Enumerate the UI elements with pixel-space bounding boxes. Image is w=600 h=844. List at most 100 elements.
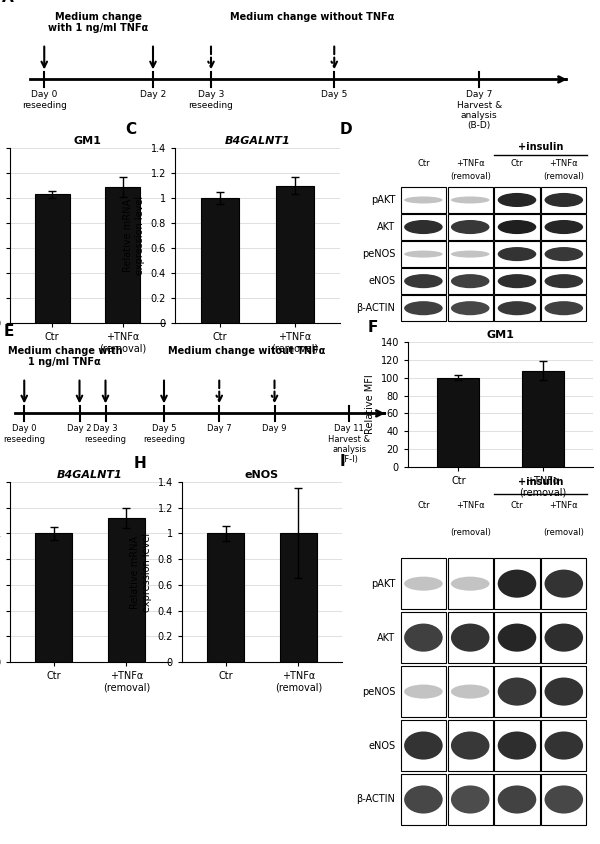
Bar <box>401 774 446 825</box>
Text: (removal): (removal) <box>450 172 491 181</box>
Ellipse shape <box>451 732 490 760</box>
Text: AKT: AKT <box>377 222 395 232</box>
Bar <box>401 558 446 609</box>
Text: Ctr: Ctr <box>417 159 430 168</box>
Bar <box>208 533 244 662</box>
Ellipse shape <box>498 678 536 706</box>
Ellipse shape <box>451 251 490 257</box>
Bar <box>541 558 586 609</box>
Text: (removal): (removal) <box>450 528 491 537</box>
Text: β-ACTIN: β-ACTIN <box>356 303 395 313</box>
Ellipse shape <box>451 220 490 234</box>
Text: Day 3
reseeding: Day 3 reseeding <box>188 90 233 110</box>
Ellipse shape <box>498 570 536 598</box>
Bar <box>108 518 145 662</box>
Bar <box>541 187 586 213</box>
Ellipse shape <box>545 786 583 814</box>
Y-axis label: Relative mRNA
expression level: Relative mRNA expression level <box>124 196 145 275</box>
Text: +insulin: +insulin <box>518 477 563 487</box>
Text: +TNFα: +TNFα <box>550 159 578 168</box>
Bar <box>541 295 586 321</box>
Bar <box>494 268 539 294</box>
Ellipse shape <box>404 576 443 591</box>
Text: eNOS: eNOS <box>368 276 395 286</box>
Text: H: H <box>134 457 147 471</box>
Ellipse shape <box>545 301 583 316</box>
Bar <box>280 533 317 662</box>
Ellipse shape <box>545 193 583 207</box>
Bar <box>448 268 493 294</box>
Bar <box>541 214 586 240</box>
Ellipse shape <box>498 786 536 814</box>
Bar <box>401 295 446 321</box>
Ellipse shape <box>545 624 583 652</box>
Ellipse shape <box>451 786 490 814</box>
Title: B4GALNT1: B4GALNT1 <box>224 136 290 146</box>
Bar <box>401 214 446 240</box>
Title: GM1: GM1 <box>74 136 101 146</box>
Text: Day 0
reseeding: Day 0 reseeding <box>22 90 67 110</box>
Bar <box>401 666 446 717</box>
Bar <box>541 666 586 717</box>
Ellipse shape <box>498 301 536 316</box>
Ellipse shape <box>451 684 490 699</box>
Ellipse shape <box>451 576 490 591</box>
Bar <box>494 295 539 321</box>
Text: Medium change witout TNFα: Medium change witout TNFα <box>168 345 326 355</box>
Title: eNOS: eNOS <box>245 470 279 480</box>
Bar <box>494 187 539 213</box>
Ellipse shape <box>451 197 490 203</box>
Ellipse shape <box>404 220 443 234</box>
Bar <box>35 194 70 323</box>
Bar <box>401 241 446 267</box>
Text: A: A <box>2 0 14 6</box>
Bar <box>494 612 539 663</box>
Text: Day 9: Day 9 <box>262 425 287 433</box>
Bar <box>541 720 586 771</box>
Ellipse shape <box>545 732 583 760</box>
Ellipse shape <box>545 274 583 288</box>
Ellipse shape <box>451 301 490 316</box>
Text: (removal): (removal) <box>544 172 584 181</box>
Text: Day 0
reseeding: Day 0 reseeding <box>3 425 45 444</box>
Bar <box>448 241 493 267</box>
Text: Ctr: Ctr <box>511 159 523 168</box>
Text: Ctr: Ctr <box>417 501 430 511</box>
Text: eNOS: eNOS <box>368 740 395 750</box>
Text: Day 3
reseeding: Day 3 reseeding <box>85 425 127 444</box>
Bar <box>541 774 586 825</box>
Text: Medium change
with 1 ng/ml TNFα: Medium change with 1 ng/ml TNFα <box>49 12 149 33</box>
Bar <box>494 666 539 717</box>
Text: +TNFα: +TNFα <box>550 501 578 511</box>
Ellipse shape <box>404 274 443 288</box>
Text: Day 7
Harvest &
analysis
(B-D): Day 7 Harvest & analysis (B-D) <box>457 90 502 130</box>
Text: E: E <box>4 324 14 339</box>
Text: Day 2: Day 2 <box>140 90 166 99</box>
Ellipse shape <box>451 274 490 288</box>
Bar <box>437 378 479 467</box>
Bar <box>541 612 586 663</box>
Bar <box>448 666 493 717</box>
Text: +TNFα: +TNFα <box>456 159 485 168</box>
Text: Day 2: Day 2 <box>67 425 92 433</box>
Bar <box>448 774 493 825</box>
Text: Day 5
reseeding: Day 5 reseeding <box>143 425 185 444</box>
Text: Day 7: Day 7 <box>207 425 232 433</box>
Ellipse shape <box>404 732 443 760</box>
Bar <box>448 214 493 240</box>
Bar <box>201 198 239 323</box>
Text: F: F <box>367 320 377 334</box>
Bar <box>401 720 446 771</box>
Title: B4GALNT1: B4GALNT1 <box>57 470 123 480</box>
Ellipse shape <box>498 732 536 760</box>
Bar <box>494 241 539 267</box>
Y-axis label: Relative MFI: Relative MFI <box>365 375 375 435</box>
Bar <box>401 268 446 294</box>
Ellipse shape <box>498 247 536 261</box>
Ellipse shape <box>545 678 583 706</box>
Bar <box>105 187 140 323</box>
Text: Medium change with
1 ng/ml TNFα: Medium change with 1 ng/ml TNFα <box>8 345 122 367</box>
Text: I: I <box>340 454 346 469</box>
Text: +insulin: +insulin <box>518 142 563 152</box>
Text: Medium change without TNFα: Medium change without TNFα <box>230 12 395 22</box>
